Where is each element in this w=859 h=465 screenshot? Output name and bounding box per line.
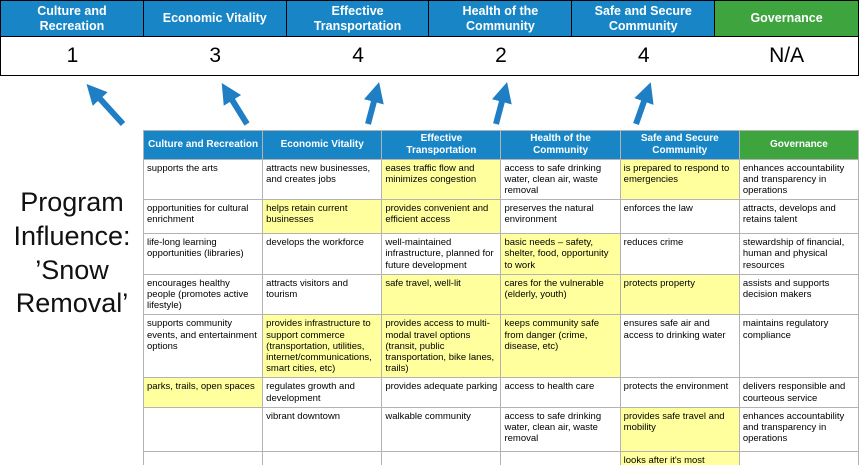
summary-score-row: 1 3 4 2 4 N/A	[1, 37, 858, 75]
matrix-cell-r2-c6: attracts, develops and retains talent	[739, 200, 859, 235]
summary-score-safe-and-secure-community: 4	[572, 37, 716, 75]
matrix-cell-r2-c2: helps retain current businesses	[263, 200, 383, 235]
matrix-cell-r3-c3: well-maintained infrastructure, planned …	[382, 234, 502, 275]
matrix-cell-r6-c3: provides adequate parking	[382, 378, 502, 408]
summary-header-row: Culture and Recreation Economic Vitality E…	[1, 1, 858, 37]
matrix-header-safe-and-secure-community: Safe and Secure Community	[620, 131, 740, 160]
matrix-cell-r8-c2	[263, 451, 383, 465]
matrix-cell-r7-c2: vibrant downtown	[263, 407, 383, 452]
summary-score-health-of-the-community: 2	[429, 37, 573, 75]
matrix-header-economic-vitality: Economic Vitality	[263, 131, 383, 160]
matrix-header-governance: Governance	[739, 131, 859, 160]
matrix-cell-r1-c4: access to safe drinking water, clean air…	[501, 159, 621, 201]
summary-header-governance: Governance	[715, 1, 858, 37]
matrix-cell-r2-c3: provides convenient and efficient access	[382, 200, 502, 235]
arrow-economic-vitality-icon	[221, 83, 250, 126]
matrix-cell-r6-c4: access to health care	[501, 378, 621, 408]
summary-header-effective-transportation: Effective Transportation	[286, 1, 430, 37]
matrix-cell-r4-c2: attracts visitors and tourism	[263, 274, 383, 316]
matrix-cell-r5-c6: maintains regulatory compliance	[739, 315, 859, 379]
matrix-cell-r5-c4: keeps community safe from danger (crime,…	[501, 315, 621, 379]
matrix-cell-r6-c2: regulates growth and development	[263, 378, 383, 408]
matrix-cell-r4-c4: cares for the vulnerable (elderly, youth…	[501, 274, 621, 316]
matrix-cell-r6-c1: parks, trails, open spaces	[144, 378, 264, 408]
matrix-cell-r1-c6: enhances accountability and transparency…	[739, 159, 859, 201]
matrix-cell-r3-c6: stewardship of financial, human and phys…	[739, 234, 859, 275]
matrix-cell-r4-c5: protects property	[620, 274, 740, 316]
summary-header-health-of-the-community: Health of the Community	[429, 1, 573, 37]
arrow-culture-and-recreation-icon	[86, 83, 126, 127]
matrix-cell-r8-c4	[501, 451, 621, 465]
matrix-header-effective-transportation: Effective Transportation	[382, 131, 502, 160]
summary-header-culture-and-recreation: Culture and Recreation	[1, 1, 144, 37]
matrix-cell-r2-c5: enforces the law	[620, 200, 740, 235]
arrow-safe-and-secure-community-icon	[633, 82, 654, 125]
matrix-cell-r1-c5: is prepared to respond to emergencies	[620, 159, 740, 201]
arrow-effective-transportation-icon	[364, 82, 384, 125]
summary-header-safe-and-secure-community: Safe and Secure Community	[572, 1, 716, 37]
matrix-cell-r8-c5: looks after it's most vulnerable	[620, 451, 740, 465]
matrix-cell-r5-c2: provides infrastructure to support comme…	[263, 315, 383, 379]
summary-score-culture-and-recreation: 1	[1, 37, 144, 75]
matrix-cell-r1-c3: eases traffic flow and minimizes congest…	[382, 159, 502, 201]
matrix-cell-r2-c4: preserves the natural environment	[501, 200, 621, 235]
matrix-cell-r8-c3	[382, 451, 502, 465]
matrix-cell-r4-c3: safe travel, well-lit	[382, 274, 502, 316]
summary-header-economic-vitality: Economic Vitality	[143, 1, 287, 37]
matrix-cell-r3-c5: reduces crime	[620, 234, 740, 275]
matrix-cell-r7-c3: walkable community	[382, 407, 502, 452]
arrow-health-of-the-community-icon	[492, 82, 512, 125]
matrix-cell-r5-c3: provides access to multi-modal travel op…	[382, 315, 502, 379]
matrix-cell-r7-c4: access to safe drinking water, clean air…	[501, 407, 621, 452]
matrix-header-health-of-the-community: Health of the Community	[501, 131, 621, 160]
matrix-cell-r2-c1: opportunities for cultural enrichment	[144, 200, 264, 235]
summary-score-governance: N/A	[715, 37, 858, 75]
matrix-cell-r5-c1: supports community events, and entertain…	[144, 315, 264, 379]
matrix-cell-r8-c1	[144, 451, 264, 465]
matrix-cell-r3-c1: life-long learning opportunities (librar…	[144, 234, 264, 275]
matrix-cell-r1-c2: attracts new businesses, and creates job…	[263, 159, 383, 201]
program-influence-label: Program Influence: ’Snow Removal’	[13, 187, 131, 319]
matrix-cell-r5-c5: ensures safe air and access to drinking …	[620, 315, 740, 379]
matrix-cell-r6-c6: delivers responsible and courteous servi…	[739, 378, 859, 408]
matrix-cell-r7-c6: enhances accountability and transparency…	[739, 407, 859, 452]
matrix-cell-r3-c4: basic needs – safety, shelter, food, opp…	[501, 234, 621, 275]
summary-block: Culture and Recreation Economic Vitality E…	[0, 0, 859, 76]
summary-score-economic-vitality: 3	[143, 37, 287, 75]
matrix-cell-r6-c5: protects the environment	[620, 378, 740, 408]
summary-score-effective-transportation: 4	[286, 37, 430, 75]
matrix-cell-r7-c1	[144, 407, 264, 452]
matrix-header-culture-and-recreation: Culture and Recreation	[144, 131, 264, 160]
influence-matrix-table: Culture and Recreation Economic Vitality E…	[143, 130, 859, 465]
matrix-cell-r3-c2: develops the workforce	[263, 234, 383, 275]
matrix-cell-r7-c5: provides safe travel and mobility	[620, 407, 740, 452]
matrix-cell-r1-c1: supports the arts	[144, 159, 264, 201]
matrix-cell-r8-c6	[739, 451, 859, 465]
matrix-cell-r4-c1: encourages healthy people (promotes acti…	[144, 274, 264, 316]
matrix-cell-r4-c6: assists and supports decision makers	[739, 274, 859, 316]
